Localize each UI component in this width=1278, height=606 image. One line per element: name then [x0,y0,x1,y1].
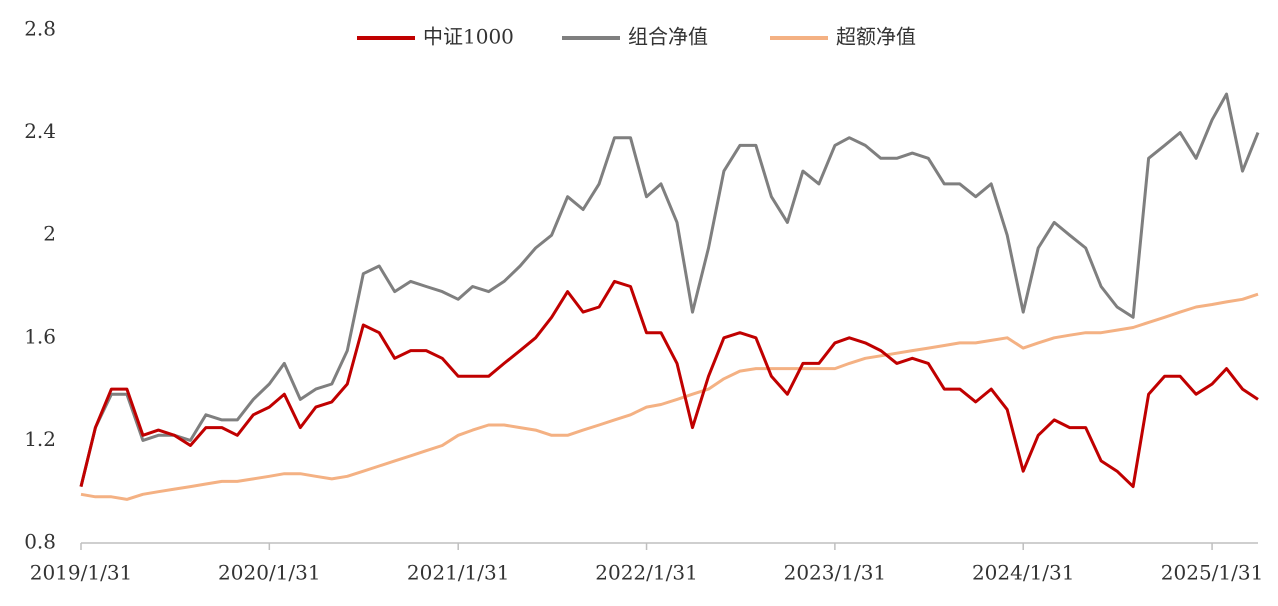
series-line [79,279,1259,489]
y-tick-label: 1.2 [24,427,56,451]
legend-label: 中证1000 [423,25,514,49]
x-tick-label: 2019/1/31 [30,561,133,585]
series-line [80,292,1259,501]
y-tick-label: 0.8 [24,530,56,554]
x-tick-label: 2020/1/31 [218,561,321,585]
legend-label: 超额净值 [836,25,916,49]
y-tick-label: 2.4 [24,119,56,143]
x-tick-label: 2022/1/31 [595,561,698,585]
y-tick-label: 1.6 [24,324,56,348]
y-tick-label: 2.8 [24,17,56,41]
x-tick-label: 2025/1/31 [1161,561,1264,585]
x-tick-label: 2021/1/31 [407,561,510,585]
x-tick-label: 2023/1/31 [784,561,887,585]
x-tick-label: 2024/1/31 [972,561,1075,585]
y-tick-label: 2 [43,222,56,246]
legend-label: 组合净值 [628,25,708,49]
series-line [79,92,1260,487]
